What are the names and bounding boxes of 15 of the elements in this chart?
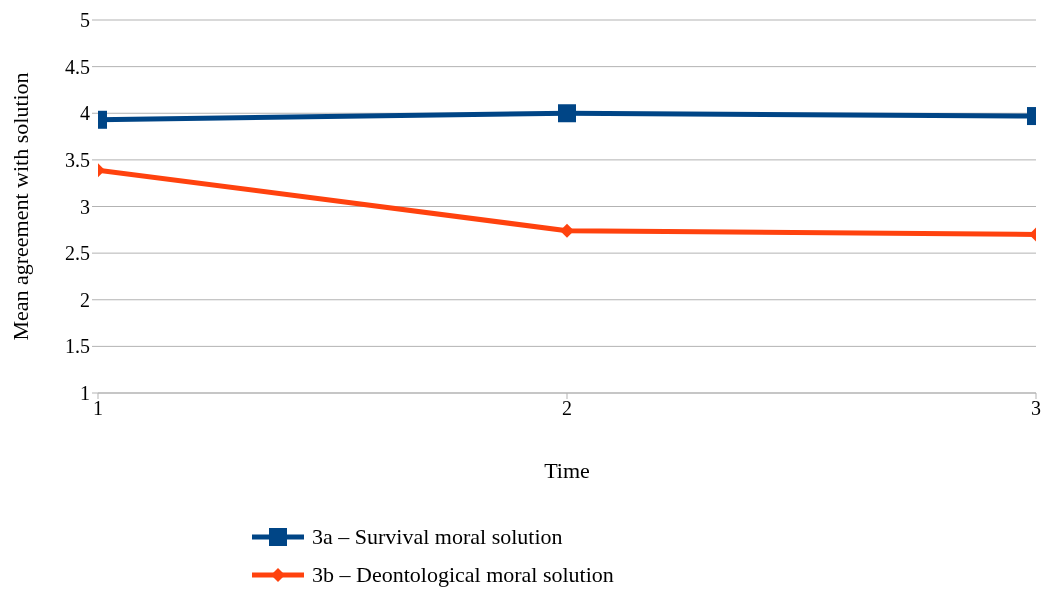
y-tick-label: 3.5 bbox=[65, 148, 90, 171]
y-tick-label: 3 bbox=[80, 195, 90, 218]
x-axis-title: Time bbox=[544, 458, 590, 483]
y-tick-label: 2.5 bbox=[65, 242, 90, 265]
legend-label: 3a – Survival moral solution bbox=[312, 524, 563, 550]
y-tick-label: 5 bbox=[80, 9, 90, 32]
y-tick-label: 1 bbox=[80, 382, 90, 405]
x-tick-label: 3 bbox=[1031, 397, 1041, 420]
y-tick-label: 2 bbox=[80, 288, 90, 311]
y-tick-label: 4.5 bbox=[65, 55, 90, 78]
x-tick-label: 2 bbox=[562, 397, 572, 420]
y-tick-label: 4 bbox=[80, 102, 90, 125]
y-tick-label: 1.5 bbox=[65, 335, 90, 358]
y-axis-title: Mean agreement with solution bbox=[7, 72, 33, 341]
legend-label: 3b – Deontological moral solution bbox=[312, 562, 614, 588]
